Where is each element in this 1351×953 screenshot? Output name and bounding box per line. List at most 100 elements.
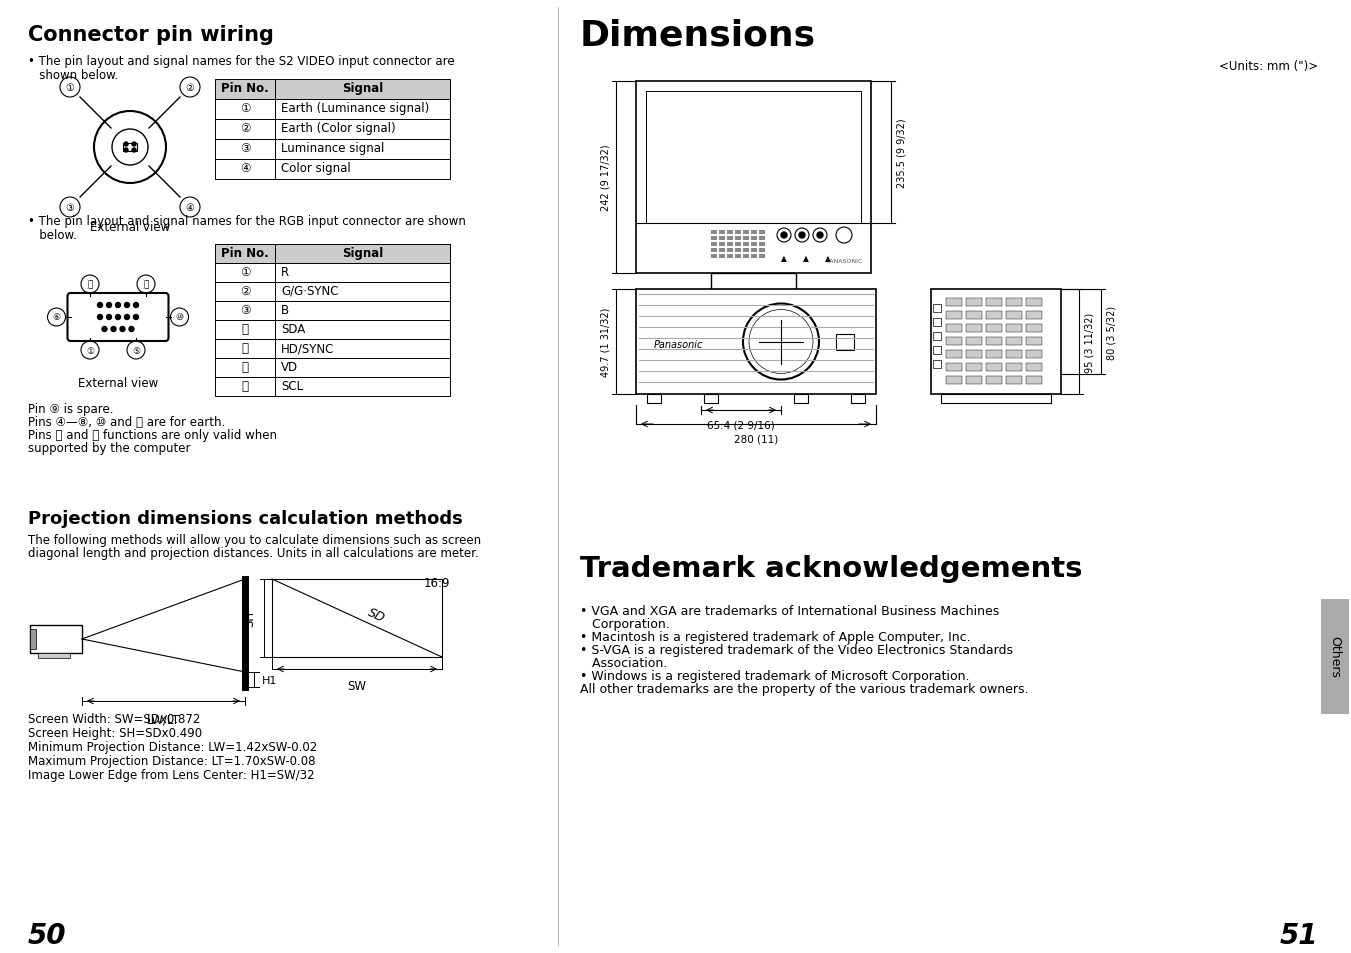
Text: Corporation.: Corporation. [580,618,670,630]
Bar [1025,298,1042,307]
Text: 242 (9 17/32): 242 (9 17/32) [600,145,611,212]
Circle shape [115,303,120,308]
Bar [735,236,740,241]
Text: Maximum Projection Distance: LT=1.70xSW-0.08: Maximum Projection Distance: LT=1.70xSW-… [28,754,316,767]
Text: ⑭: ⑭ [242,360,249,374]
Text: ⑤: ⑤ [132,346,141,355]
Text: Connector pin wiring: Connector pin wiring [28,25,274,45]
Text: 50: 50 [28,921,66,949]
Text: ⑩: ⑩ [176,314,184,322]
Bar [719,243,725,247]
Bar [711,254,717,258]
Bar [934,333,942,340]
Bar [836,335,854,350]
Text: ⑮: ⑮ [242,379,249,393]
Bar [1006,364,1021,372]
Text: • Macintosh is a registered trademark of Apple Computer, Inc.: • Macintosh is a registered trademark of… [580,630,970,643]
Bar [942,395,1051,403]
Text: 16:9: 16:9 [423,577,450,589]
Text: Pin No.: Pin No. [222,82,269,95]
Text: VD: VD [281,360,299,374]
Bar [751,249,757,253]
Text: ④: ④ [239,162,250,174]
Circle shape [798,233,805,239]
Bar [719,254,725,258]
Bar [711,243,717,247]
Text: ①: ① [86,346,95,355]
Text: ▲: ▲ [825,253,831,263]
Text: • VGA and XGA are trademarks of International Business Machines: • VGA and XGA are trademarks of Internat… [580,604,1000,618]
Text: ①: ① [66,83,74,92]
Bar [727,254,734,258]
Text: ②: ② [239,285,250,297]
Bar [751,236,757,241]
Circle shape [132,143,136,147]
Text: ⑮: ⑮ [143,280,149,289]
Bar [215,283,450,302]
Bar [1025,325,1042,333]
Bar [215,339,450,358]
Bar [743,254,748,258]
Bar [851,395,865,403]
Bar [966,325,982,333]
Text: Panasonic: Panasonic [654,340,704,350]
Text: ③: ③ [239,142,250,154]
Text: ⑬: ⑬ [242,341,249,355]
Bar [727,231,734,234]
Bar [934,347,942,355]
Bar [751,254,757,258]
Bar [735,243,740,247]
Bar [986,298,1002,307]
Text: Trademark acknowledgements: Trademark acknowledgements [580,555,1082,582]
Bar [711,231,717,234]
Circle shape [107,303,112,308]
Bar [719,236,725,241]
Text: All other trademarks are the property of the various trademark owners.: All other trademarks are the property of… [580,682,1028,696]
Bar [986,376,1002,385]
Bar [759,254,765,258]
Bar [751,243,757,247]
Text: • Windows is a registered trademark of Microsoft Corporation.: • Windows is a registered trademark of M… [580,669,970,682]
Circle shape [781,233,788,239]
Text: Signal: Signal [342,247,384,260]
Text: Pins ⑫ and ⑮ functions are only valid when: Pins ⑫ and ⑮ functions are only valid wh… [28,429,277,441]
Bar [1025,364,1042,372]
Text: Others: Others [1328,636,1342,678]
Circle shape [97,303,103,308]
Bar [759,236,765,241]
Text: Earth (Luminance signal): Earth (Luminance signal) [281,102,430,115]
Bar [646,91,861,224]
Bar [1006,351,1021,358]
Bar [1006,325,1021,333]
Bar [727,249,734,253]
Bar [759,231,765,234]
Text: Screen Height: SH=SDx0.490: Screen Height: SH=SDx0.490 [28,726,203,740]
Circle shape [124,303,130,308]
Bar [743,243,748,247]
Text: SDA: SDA [281,323,305,335]
Text: External view: External view [78,376,158,390]
Bar [946,351,962,358]
Bar [794,395,808,403]
Text: ⑥: ⑥ [53,314,61,322]
Circle shape [134,303,139,308]
Bar [934,360,942,369]
Text: 95 (3 11/32): 95 (3 11/32) [1085,312,1096,373]
Text: B: B [281,304,289,316]
Bar [743,231,748,234]
Circle shape [132,149,136,152]
Bar [1025,376,1042,385]
Bar [1025,351,1042,358]
Circle shape [111,327,116,333]
Bar [1025,312,1042,319]
Bar [946,376,962,385]
Bar [215,245,450,264]
Bar [986,312,1002,319]
Bar [647,395,661,403]
Text: below.: below. [28,229,77,242]
Bar [215,100,450,120]
Bar [751,231,757,234]
Bar [727,236,734,241]
Text: ③: ③ [239,304,250,316]
Text: diagonal length and projection distances. Units in all calculations are meter.: diagonal length and projection distances… [28,546,478,559]
